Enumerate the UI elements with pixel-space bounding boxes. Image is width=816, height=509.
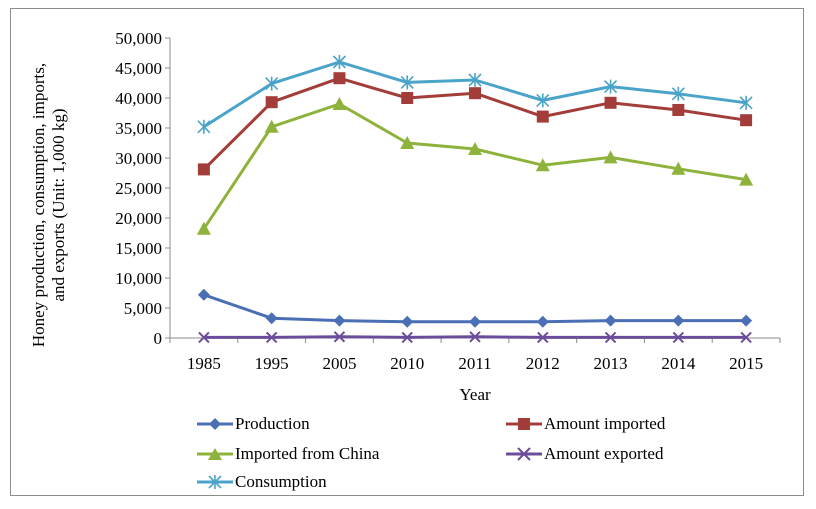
y-axis-title: Honey production, consumption, imports, … [14,30,74,380]
data-point [740,314,753,327]
data-point [739,95,753,110]
x-tick-label: 1985 [187,354,221,373]
y-axis-title-line-1: Honey production, consumption, imports, [29,63,48,347]
data-point [265,312,278,325]
data-point [672,104,685,116]
data-point [332,97,347,110]
data-point [604,314,617,327]
data-point [196,221,211,235]
data-point [401,315,414,328]
data-point [603,79,618,94]
data-point [401,92,414,104]
y-tick-label: 35,000 [115,119,162,138]
y-axis-title-line-2: and exports (Unit: 1,000 kg) [49,108,68,301]
data-point [333,331,346,343]
y-tick-label: 25,000 [115,179,162,198]
data-point [536,110,549,123]
data-point [265,76,279,91]
y-tick-label: 5,000 [124,299,162,318]
x-tick-label: 2014 [661,354,696,373]
x-tick-label: 1995 [255,354,289,373]
data-point [197,119,211,134]
data-point [671,161,686,175]
data-point [536,315,549,328]
data-point [469,315,481,328]
data-point [672,314,685,327]
data-point [604,96,617,109]
y-tick-label: 45,000 [115,59,162,78]
y-tick-label: 30,000 [115,149,162,168]
x-tick-label: 2010 [390,354,424,373]
y-tick-label: 15,000 [115,239,162,258]
data-point [468,73,482,87]
data-point [198,331,210,344]
x-tick-label: 2012 [526,354,560,373]
x-tick-label: 2005 [322,354,356,373]
data-point [671,86,685,101]
x-tick-label: 2015 [729,354,763,373]
data-point [197,163,210,176]
data-point [740,114,753,127]
data-point [333,72,346,85]
y-tick-label: 0 [154,329,163,348]
data-point [469,87,481,100]
data-point [468,142,482,155]
data-point [536,93,550,108]
data-point [469,331,481,343]
x-tick-label: 2013 [594,354,628,373]
data-point [333,314,346,327]
data-point [537,331,549,344]
data-point [672,331,685,344]
y-tick-label: 10,000 [115,269,162,288]
y-tick-label: 40,000 [115,89,162,108]
data-point [265,96,278,109]
y-tick-label: 20,000 [115,209,162,228]
data-point [401,331,413,344]
data-point [400,75,414,90]
data-point [265,331,278,344]
y-tick-label: 50,000 [115,29,162,48]
data-point [197,288,210,301]
x-axis-title: Year [459,385,491,404]
data-point [535,158,550,172]
data-point [740,331,752,344]
data-point [739,172,754,186]
x-tick-label: 2011 [458,354,491,373]
data-point [332,55,347,69]
data-point [603,150,618,164]
data-point [400,136,415,149]
data-point [264,119,279,133]
data-point [604,331,617,344]
series-line-imported-from-china [202,102,747,230]
